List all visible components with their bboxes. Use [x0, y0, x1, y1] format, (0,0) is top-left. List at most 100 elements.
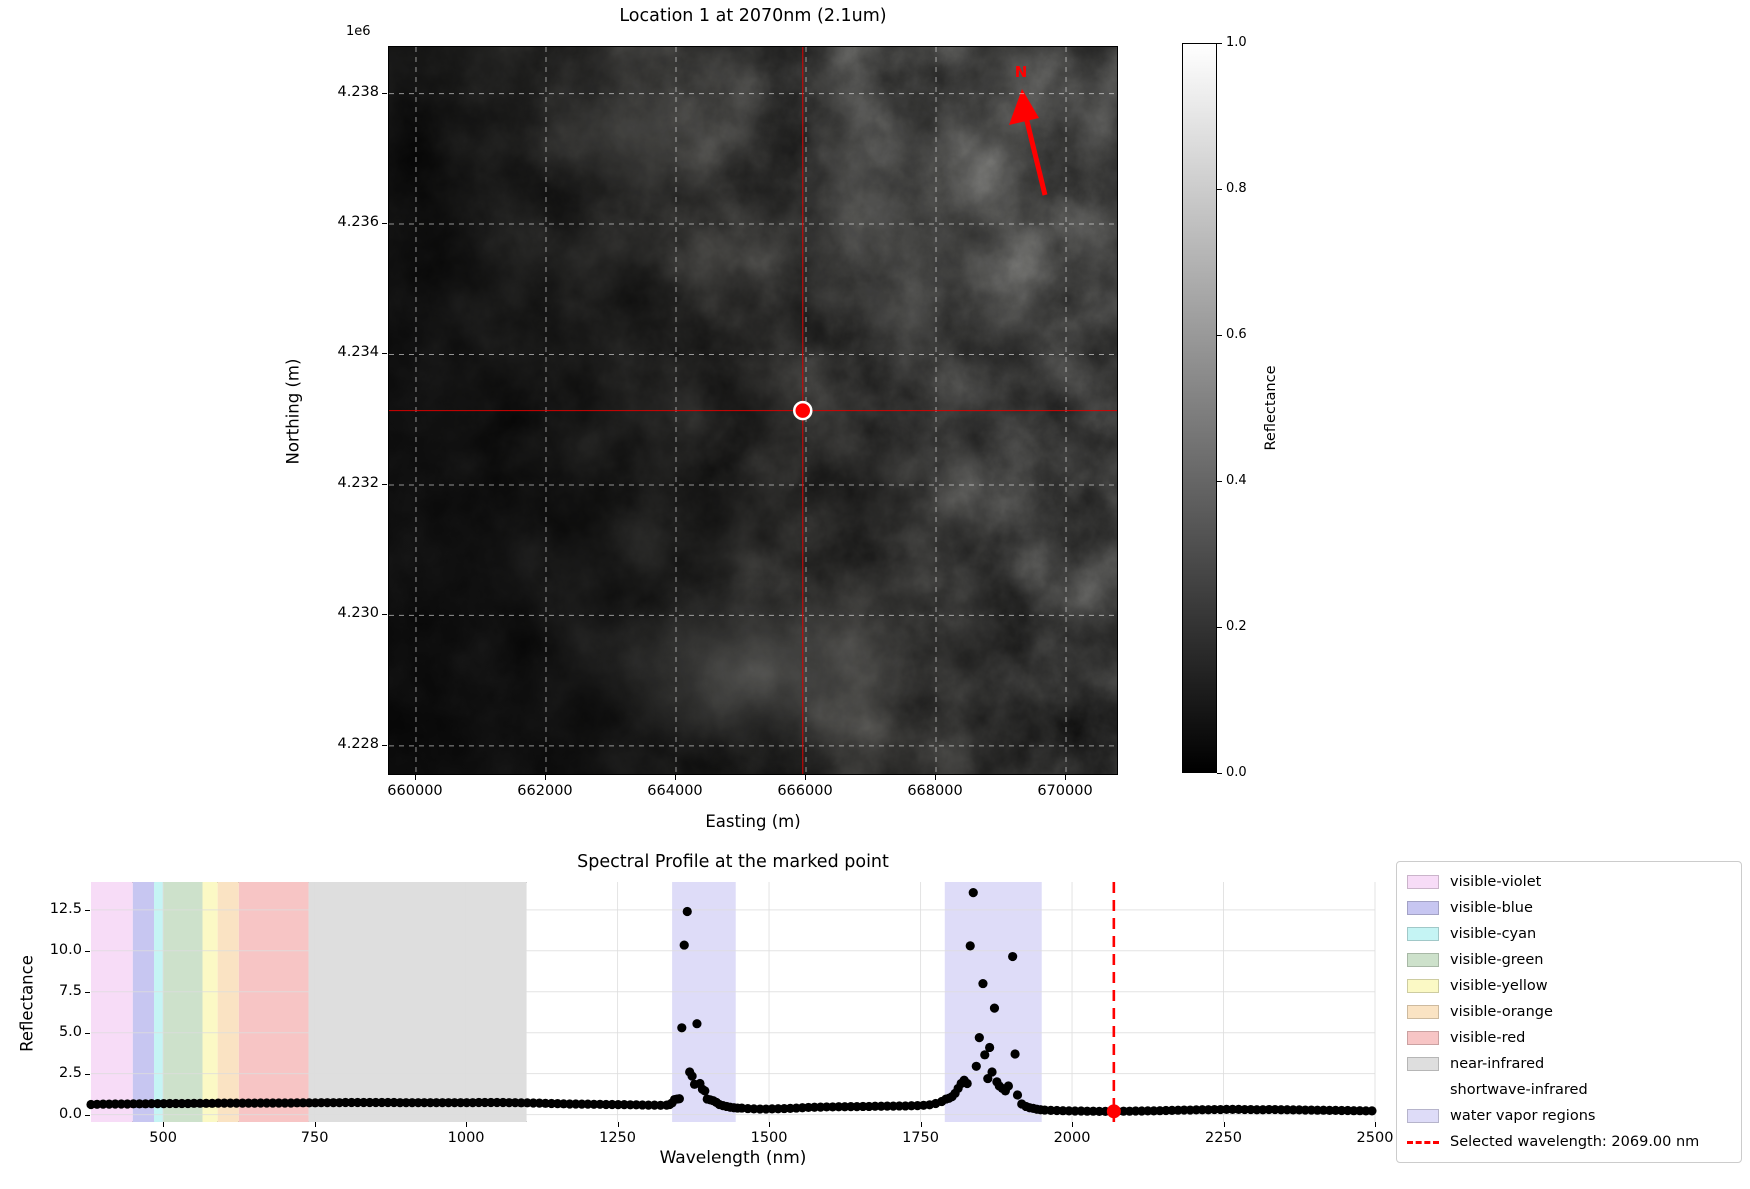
legend-color-swatch — [1407, 927, 1439, 941]
spectral-y-tick: 0.0 — [58, 1105, 82, 1122]
colorbar-tick: 1.0 — [1226, 35, 1247, 50]
legend-item-label: visible-blue — [1450, 900, 1533, 916]
spectral-x-tick: 2500 — [1356, 1130, 1394, 1146]
legend-item: water vapor regions — [1407, 1103, 1731, 1129]
map-y-tick: 4.232 — [337, 474, 379, 491]
map-y-tick: 4.228 — [337, 735, 379, 752]
legend-item: shortwave-infrared — [1407, 1077, 1731, 1103]
tick-mark — [382, 483, 387, 485]
map-x-tick: 668000 — [907, 783, 963, 799]
spectral-y-tick: 12.5 — [49, 900, 82, 917]
tick-mark — [382, 614, 387, 616]
legend-item-label: visible-orange — [1450, 1004, 1553, 1020]
tick-mark — [1375, 1122, 1376, 1127]
legend-item-label: visible-violet — [1450, 874, 1542, 890]
spectral-x-tick: 1500 — [750, 1130, 788, 1146]
spectral-x-tick: 2000 — [1053, 1130, 1091, 1146]
colorbar-tick: 0.2 — [1226, 619, 1247, 634]
tick-mark — [85, 1114, 90, 1116]
colorbar-tick: 0.6 — [1226, 327, 1247, 342]
tick-mark — [617, 1122, 619, 1127]
spectral-title: Spectral Profile at the marked point — [577, 852, 889, 872]
tick-mark — [382, 92, 387, 94]
spectral-plot-area[interactable] — [91, 882, 1375, 1122]
legend-item-label: visible-cyan — [1450, 926, 1537, 942]
map-x-tick: 662000 — [517, 783, 573, 799]
legend-item: visible-cyan — [1407, 921, 1731, 947]
map-y-axis-label: Northing (m) — [283, 358, 303, 465]
colorbar-tick: 0.8 — [1226, 181, 1247, 196]
spectral-y-tick: 2.5 — [58, 1064, 82, 1081]
tick-mark — [382, 744, 387, 746]
tick-mark — [1217, 481, 1222, 482]
tick-mark — [1223, 1122, 1225, 1127]
tick-mark — [382, 223, 387, 225]
spectral-x-tick: 500 — [149, 1130, 177, 1146]
tick-mark — [85, 1073, 90, 1075]
tick-mark — [544, 775, 546, 780]
colorbar-label: Reflectance — [1263, 365, 1279, 451]
legend-item: near-infrared — [1407, 1051, 1731, 1077]
legend-color-swatch — [1407, 1109, 1439, 1123]
map-image[interactable]: N — [388, 46, 1118, 775]
tick-mark — [85, 1032, 90, 1034]
legend-item-label: water vapor regions — [1450, 1108, 1596, 1124]
marked-point[interactable] — [793, 400, 813, 421]
spectral-x-tick: 2250 — [1205, 1130, 1242, 1146]
map-x-tick: 660000 — [387, 783, 443, 799]
legend-item: visible-blue — [1407, 895, 1731, 921]
map-x-tick: 670000 — [1037, 783, 1093, 799]
tick-mark — [382, 353, 387, 355]
legend-color-swatch — [1407, 1005, 1439, 1019]
spectral-x-tick: 1750 — [902, 1130, 939, 1146]
spectral-y-tick: 7.5 — [58, 982, 82, 999]
tick-mark — [85, 950, 90, 952]
legend-item-label: visible-red — [1450, 1030, 1526, 1046]
legend-item-label: near-infrared — [1450, 1056, 1545, 1072]
tick-mark — [466, 1122, 468, 1127]
spectral-y-axis-label: Reflectance — [17, 955, 37, 1052]
spectral-x-axis-label: Wavelength (nm) — [659, 1148, 807, 1168]
legend-item: visible-orange — [1407, 999, 1731, 1025]
north-arrow — [1009, 89, 1048, 196]
tick-mark — [674, 775, 676, 780]
map-y-tick: 4.236 — [337, 214, 379, 231]
colorbar-tick: 0.4 — [1226, 473, 1247, 488]
map-x-axis-label: Easting (m) — [705, 812, 801, 831]
spectral-x-tick: 1250 — [599, 1130, 637, 1146]
legend-item: Selected wavelength: 2069.00 nm — [1407, 1129, 1731, 1155]
tick-mark — [1217, 43, 1222, 44]
legend-item-label: Selected wavelength: 2069.00 nm — [1450, 1134, 1700, 1150]
legend-item-label: shortwave-infrared — [1450, 1082, 1588, 1098]
legend-color-swatch — [1407, 901, 1439, 915]
legend-item-label: visible-yellow — [1450, 978, 1548, 994]
tick-mark — [1217, 773, 1222, 774]
map-y-tick: 4.230 — [337, 605, 379, 622]
map-offset-label: 1e6 — [346, 24, 371, 39]
tick-mark — [1065, 775, 1067, 780]
legend-item: visible-red — [1407, 1025, 1731, 1051]
north-label: N — [1015, 63, 1028, 81]
map-title: Location 1 at 2070nm (2.1um) — [619, 6, 887, 26]
map-overlay: N — [389, 47, 1117, 774]
map-x-tick: 664000 — [647, 783, 703, 799]
legend-dashed-line-swatch — [1407, 1140, 1439, 1144]
tick-mark — [1217, 627, 1222, 628]
legend-item: visible-violet — [1407, 869, 1731, 895]
tick-mark — [1217, 189, 1222, 190]
legend-item-label: visible-green — [1450, 952, 1544, 968]
tick-mark — [414, 775, 416, 780]
map-y-tick: 4.238 — [337, 83, 379, 100]
spectral-x-tick: 1000 — [447, 1130, 485, 1146]
colorbar — [1182, 43, 1217, 773]
legend-color-swatch — [1407, 953, 1439, 967]
map-x-tick: 666000 — [777, 783, 833, 799]
tick-mark — [920, 1122, 922, 1127]
legend-item: visible-yellow — [1407, 973, 1731, 999]
spectral-legend: visible-violet visible-blue visible-cyan vi… — [1396, 861, 1742, 1163]
map-y-tick: 4.234 — [337, 344, 379, 361]
legend-color-swatch — [1407, 875, 1439, 889]
tick-mark — [805, 775, 806, 780]
tick-mark — [85, 991, 90, 993]
